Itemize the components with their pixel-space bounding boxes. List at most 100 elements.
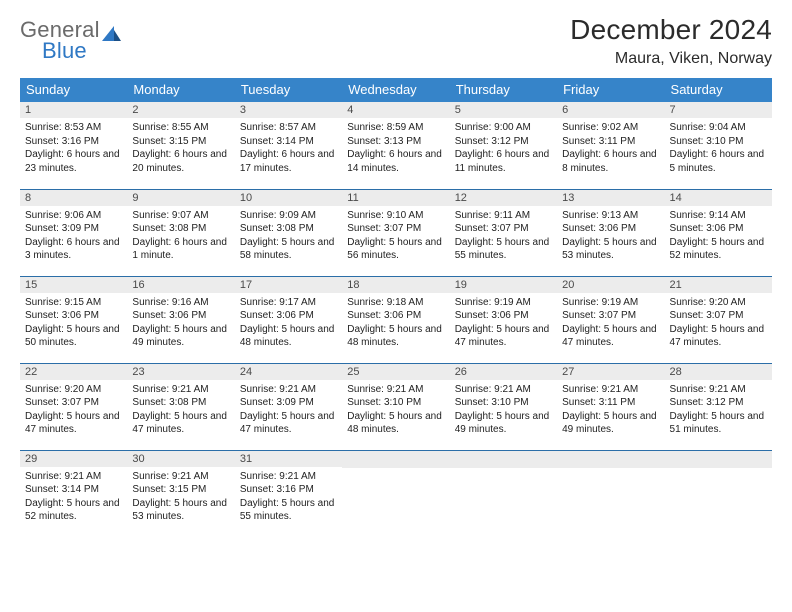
daylight-text: Daylight: 5 hours and 53 minutes. (132, 497, 229, 524)
sunrise-text: Sunrise: 9:14 AM (670, 209, 767, 223)
calendar-row: 1Sunrise: 8:53 AMSunset: 3:16 PMDaylight… (20, 102, 772, 189)
sunset-text: Sunset: 3:10 PM (455, 396, 552, 410)
day-body: Sunrise: 9:06 AMSunset: 3:09 PMDaylight:… (20, 206, 127, 267)
calendar-cell: 19Sunrise: 9:19 AMSunset: 3:06 PMDayligh… (450, 276, 557, 363)
day-body: Sunrise: 9:04 AMSunset: 3:10 PMDaylight:… (665, 118, 772, 179)
day-number-empty (342, 451, 449, 468)
day-number: 9 (127, 190, 234, 206)
calendar-cell: 16Sunrise: 9:16 AMSunset: 3:06 PMDayligh… (127, 276, 234, 363)
daylight-text: Daylight: 6 hours and 20 minutes. (132, 148, 229, 175)
sunrise-text: Sunrise: 9:21 AM (562, 383, 659, 397)
calendar-cell-empty (342, 450, 449, 537)
calendar-row: 8Sunrise: 9:06 AMSunset: 3:09 PMDaylight… (20, 189, 772, 276)
day-number-empty (557, 451, 664, 468)
day-body: Sunrise: 9:20 AMSunset: 3:07 PMDaylight:… (20, 380, 127, 441)
sunrise-text: Sunrise: 9:11 AM (455, 209, 552, 223)
sunrise-text: Sunrise: 9:21 AM (132, 383, 229, 397)
weekday-header-row: Sunday Monday Tuesday Wednesday Thursday… (20, 78, 772, 102)
sunset-text: Sunset: 3:14 PM (25, 483, 122, 497)
day-body: Sunrise: 9:09 AMSunset: 3:08 PMDaylight:… (235, 206, 342, 267)
day-number: 8 (20, 190, 127, 206)
calendar-cell: 26Sunrise: 9:21 AMSunset: 3:10 PMDayligh… (450, 363, 557, 450)
sunrise-text: Sunrise: 9:21 AM (670, 383, 767, 397)
day-number: 24 (235, 364, 342, 380)
day-body: Sunrise: 9:19 AMSunset: 3:06 PMDaylight:… (450, 293, 557, 354)
sunset-text: Sunset: 3:08 PM (132, 222, 229, 236)
sunset-text: Sunset: 3:13 PM (347, 135, 444, 149)
calendar-row: 29Sunrise: 9:21 AMSunset: 3:14 PMDayligh… (20, 450, 772, 537)
daylight-text: Daylight: 5 hours and 48 minutes. (240, 323, 337, 350)
sunset-text: Sunset: 3:11 PM (562, 396, 659, 410)
day-body: Sunrise: 9:21 AMSunset: 3:15 PMDaylight:… (127, 467, 234, 528)
sunrise-text: Sunrise: 9:21 AM (240, 383, 337, 397)
sunset-text: Sunset: 3:06 PM (25, 309, 122, 323)
sunrise-text: Sunrise: 9:16 AM (132, 296, 229, 310)
calendar-row: 22Sunrise: 9:20 AMSunset: 3:07 PMDayligh… (20, 363, 772, 450)
sunrise-text: Sunrise: 9:10 AM (347, 209, 444, 223)
daylight-text: Daylight: 5 hours and 49 minutes. (562, 410, 659, 437)
weekday-header: Sunday (20, 78, 127, 102)
sunset-text: Sunset: 3:12 PM (455, 135, 552, 149)
sunset-text: Sunset: 3:09 PM (240, 396, 337, 410)
sunrise-text: Sunrise: 9:06 AM (25, 209, 122, 223)
sunset-text: Sunset: 3:14 PM (240, 135, 337, 149)
sunset-text: Sunset: 3:07 PM (562, 309, 659, 323)
sunset-text: Sunset: 3:08 PM (132, 396, 229, 410)
day-number: 14 (665, 190, 772, 206)
day-number: 11 (342, 190, 449, 206)
calendar-cell: 15Sunrise: 9:15 AMSunset: 3:06 PMDayligh… (20, 276, 127, 363)
day-body: Sunrise: 9:18 AMSunset: 3:06 PMDaylight:… (342, 293, 449, 354)
sunset-text: Sunset: 3:09 PM (25, 222, 122, 236)
calendar-cell-empty (450, 450, 557, 537)
calendar-cell: 30Sunrise: 9:21 AMSunset: 3:15 PMDayligh… (127, 450, 234, 537)
sunrise-text: Sunrise: 9:19 AM (455, 296, 552, 310)
sunset-text: Sunset: 3:10 PM (670, 135, 767, 149)
daylight-text: Daylight: 5 hours and 52 minutes. (670, 236, 767, 263)
sunrise-text: Sunrise: 8:59 AM (347, 121, 444, 135)
daylight-text: Daylight: 5 hours and 47 minutes. (132, 410, 229, 437)
sunset-text: Sunset: 3:07 PM (25, 396, 122, 410)
calendar-cell-empty (665, 450, 772, 537)
day-number: 20 (557, 277, 664, 293)
sunrise-text: Sunrise: 9:13 AM (562, 209, 659, 223)
sunset-text: Sunset: 3:12 PM (670, 396, 767, 410)
sunset-text: Sunset: 3:07 PM (347, 222, 444, 236)
day-number: 3 (235, 102, 342, 118)
day-number: 25 (342, 364, 449, 380)
sunset-text: Sunset: 3:06 PM (347, 309, 444, 323)
calendar-cell: 29Sunrise: 9:21 AMSunset: 3:14 PMDayligh… (20, 450, 127, 537)
brand-sail-icon (100, 24, 122, 46)
daylight-text: Daylight: 6 hours and 23 minutes. (25, 148, 122, 175)
sunrise-text: Sunrise: 9:17 AM (240, 296, 337, 310)
daylight-text: Daylight: 6 hours and 11 minutes. (455, 148, 552, 175)
day-body: Sunrise: 9:11 AMSunset: 3:07 PMDaylight:… (450, 206, 557, 267)
day-number: 31 (235, 451, 342, 467)
header: General Blue December 2024 Maura, Viken,… (20, 14, 772, 68)
daylight-text: Daylight: 5 hours and 50 minutes. (25, 323, 122, 350)
daylight-text: Daylight: 5 hours and 53 minutes. (562, 236, 659, 263)
sunrise-text: Sunrise: 9:15 AM (25, 296, 122, 310)
day-body: Sunrise: 9:21 AMSunset: 3:09 PMDaylight:… (235, 380, 342, 441)
calendar-cell: 5Sunrise: 9:00 AMSunset: 3:12 PMDaylight… (450, 102, 557, 189)
day-body: Sunrise: 9:21 AMSunset: 3:14 PMDaylight:… (20, 467, 127, 528)
sunset-text: Sunset: 3:11 PM (562, 135, 659, 149)
sunrise-text: Sunrise: 9:20 AM (670, 296, 767, 310)
calendar-cell: 6Sunrise: 9:02 AMSunset: 3:11 PMDaylight… (557, 102, 664, 189)
calendar-cell: 8Sunrise: 9:06 AMSunset: 3:09 PMDaylight… (20, 189, 127, 276)
calendar-table: Sunday Monday Tuesday Wednesday Thursday… (20, 78, 772, 537)
day-body: Sunrise: 8:55 AMSunset: 3:15 PMDaylight:… (127, 118, 234, 179)
daylight-text: Daylight: 5 hours and 48 minutes. (347, 410, 444, 437)
daylight-text: Daylight: 5 hours and 49 minutes. (132, 323, 229, 350)
location-subtitle: Maura, Viken, Norway (570, 50, 772, 68)
calendar-cell: 13Sunrise: 9:13 AMSunset: 3:06 PMDayligh… (557, 189, 664, 276)
daylight-text: Daylight: 5 hours and 48 minutes. (347, 323, 444, 350)
sunset-text: Sunset: 3:10 PM (347, 396, 444, 410)
daylight-text: Daylight: 6 hours and 1 minute. (132, 236, 229, 263)
day-number: 19 (450, 277, 557, 293)
sunset-text: Sunset: 3:16 PM (25, 135, 122, 149)
day-number: 10 (235, 190, 342, 206)
daylight-text: Daylight: 5 hours and 58 minutes. (240, 236, 337, 263)
day-number: 5 (450, 102, 557, 118)
calendar-cell: 1Sunrise: 8:53 AMSunset: 3:16 PMDaylight… (20, 102, 127, 189)
brand-text: General Blue (20, 18, 100, 62)
